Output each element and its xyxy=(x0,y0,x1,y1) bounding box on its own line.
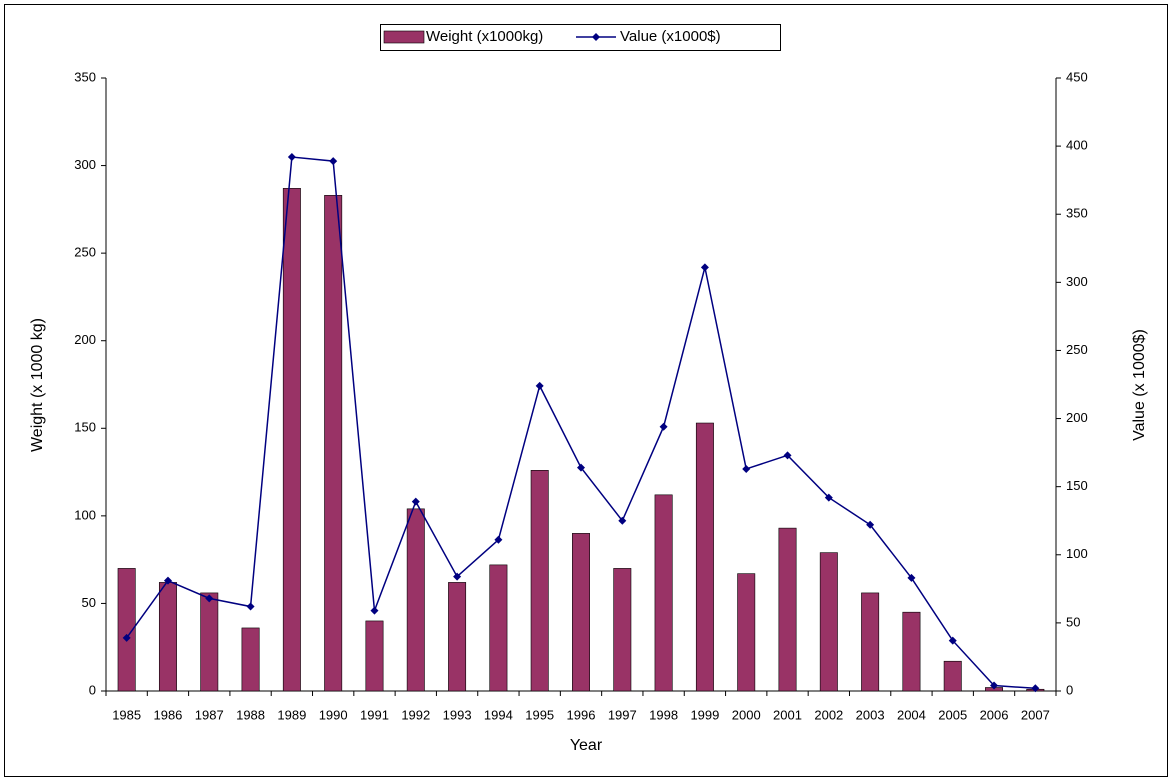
marker xyxy=(163,576,172,585)
x-tick-label: 1985 xyxy=(112,707,141,722)
bar xyxy=(117,568,136,692)
marker xyxy=(700,263,709,272)
bar xyxy=(572,533,590,692)
x-tick-label: 1996 xyxy=(567,707,596,722)
y-tick-label: 100 xyxy=(74,507,96,522)
y2-tick-label: 300 xyxy=(1066,274,1088,289)
legend-text: Value (x1000$) xyxy=(620,28,721,45)
x-tick-label: 2002 xyxy=(814,707,843,722)
bar xyxy=(200,592,219,692)
x-tick-label: 1991 xyxy=(360,707,389,722)
marker xyxy=(659,422,668,431)
marker xyxy=(618,516,627,525)
marker xyxy=(742,464,751,473)
marker xyxy=(329,157,338,166)
marker xyxy=(1031,684,1040,693)
marker xyxy=(907,573,916,582)
y2-tick-label: 250 xyxy=(1066,342,1088,357)
marker xyxy=(453,572,462,581)
bar xyxy=(613,568,632,692)
x-tick-label: 1993 xyxy=(443,707,472,722)
x-tick-label: 2005 xyxy=(938,707,967,722)
bar xyxy=(406,508,425,692)
x-tick-label: 2000 xyxy=(732,707,761,722)
marker xyxy=(535,381,544,390)
bar xyxy=(654,494,673,692)
bar xyxy=(819,552,838,692)
marker xyxy=(370,606,379,615)
bar xyxy=(489,564,508,692)
bar xyxy=(695,422,714,692)
marker xyxy=(824,493,833,502)
marker xyxy=(122,633,131,642)
x-tick-label: 1998 xyxy=(649,707,678,722)
x-tick-label: 1989 xyxy=(277,707,306,722)
marker xyxy=(246,602,255,611)
bar xyxy=(943,660,962,692)
marker xyxy=(494,535,503,544)
bar xyxy=(324,195,343,692)
marker xyxy=(287,153,296,162)
marker xyxy=(411,497,420,506)
bar xyxy=(902,611,921,692)
y-tick-label: 0 xyxy=(89,682,96,697)
y2-tick-label: 100 xyxy=(1066,546,1088,561)
x-tick-label: 2004 xyxy=(897,707,926,722)
legend-marker xyxy=(592,33,600,41)
x-tick-label: 1999 xyxy=(690,707,719,722)
y2-tick-label: 150 xyxy=(1066,478,1088,493)
x-tick-label: 2007 xyxy=(1021,707,1050,722)
marker xyxy=(990,681,999,690)
x-tick-label: 1997 xyxy=(608,707,637,722)
x-tick-label: 1994 xyxy=(484,707,513,722)
x-tick-label: 2003 xyxy=(856,707,885,722)
y-tick-label: 150 xyxy=(74,420,96,435)
y-tick-label: 50 xyxy=(82,595,96,610)
marker xyxy=(948,636,957,645)
y2-tick-label: 200 xyxy=(1066,410,1088,425)
bar xyxy=(448,582,467,692)
y2-tick-label: 400 xyxy=(1066,138,1088,153)
bar xyxy=(282,188,301,692)
legend-swatch xyxy=(383,30,425,44)
x-tick-label: 1992 xyxy=(401,707,430,722)
y-tick-label: 200 xyxy=(74,332,96,347)
marker xyxy=(866,520,875,529)
x-tick-label: 1988 xyxy=(236,707,265,722)
y-axis-title: Weight (x 1000 kg) xyxy=(29,318,46,452)
legend-text: Weight (x1000kg) xyxy=(426,28,543,45)
marker xyxy=(783,451,792,460)
y-tick-label: 350 xyxy=(74,69,96,84)
x-tick-label: 1986 xyxy=(153,707,182,722)
bar xyxy=(778,527,797,692)
bar xyxy=(861,592,880,692)
x-axis-title: Year xyxy=(570,737,603,754)
x-tick-label: 1995 xyxy=(525,707,554,722)
x-tick-label: 2001 xyxy=(773,707,802,722)
y-tick-label: 250 xyxy=(74,245,96,260)
x-tick-label: 1990 xyxy=(319,707,348,722)
x-tick-label: 1987 xyxy=(195,707,224,722)
y-tick-label: 300 xyxy=(74,157,96,172)
y2-tick-label: 0 xyxy=(1066,682,1073,697)
y2-tick-label: 450 xyxy=(1066,69,1088,84)
y2-axis-title: Value (x 1000$) xyxy=(1131,329,1148,441)
y2-tick-label: 350 xyxy=(1066,206,1088,221)
y2-tick-label: 50 xyxy=(1066,614,1080,629)
bar xyxy=(530,470,549,692)
bar xyxy=(365,620,384,692)
bar xyxy=(158,582,177,692)
bar xyxy=(241,627,260,692)
x-tick-label: 2006 xyxy=(980,707,1009,722)
marker xyxy=(205,594,214,603)
bar xyxy=(737,573,756,692)
marker xyxy=(577,463,585,472)
